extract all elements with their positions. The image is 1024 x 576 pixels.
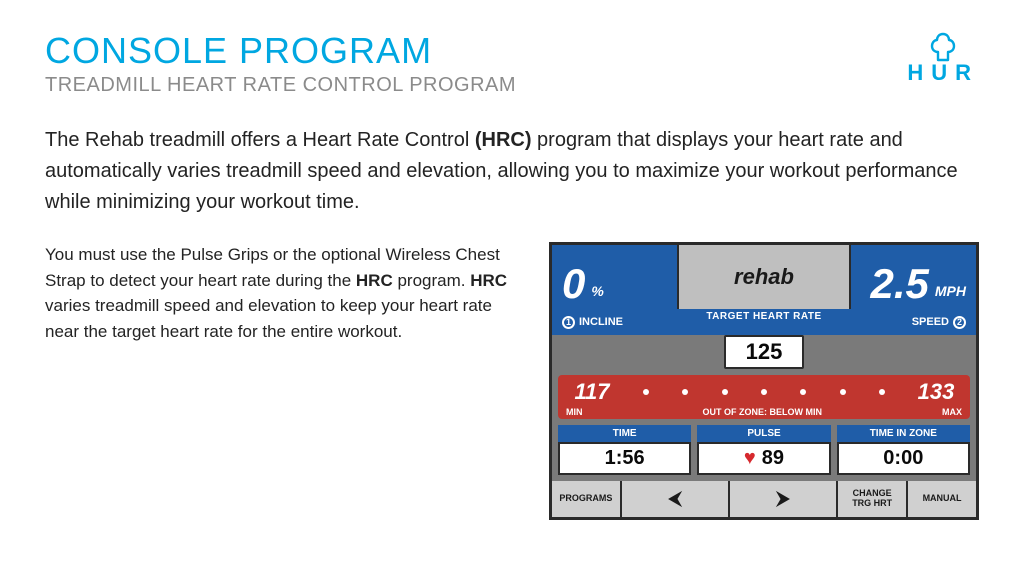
incline-label: INCLINE: [579, 316, 623, 328]
speed-value: 2.5: [870, 263, 928, 305]
manual-button[interactable]: MANUAL: [908, 481, 976, 517]
zone-dot: [800, 389, 806, 395]
brand-logo: HUR: [907, 32, 979, 86]
logo-text: HUR: [907, 60, 979, 86]
stat-label: TIME IN ZONE: [837, 425, 970, 442]
incline-value: 0: [562, 263, 585, 305]
zone-dot: [682, 389, 688, 395]
zone-dot: [722, 389, 728, 395]
zone-dot: [761, 389, 767, 395]
zone-min-label: MIN: [566, 407, 583, 417]
zone-dot: [879, 389, 885, 395]
secondary-paragraph: You must use the Pulse Grips or the opti…: [45, 242, 519, 344]
stat-value: 1:56: [558, 442, 691, 475]
next-button[interactable]: ⮞: [730, 481, 838, 517]
stat-label: PULSE: [697, 425, 830, 442]
speed-unit: MPH: [935, 283, 966, 299]
stat-label: TIME: [558, 425, 691, 442]
intro-paragraph: The Rehab treadmill offers a Heart Rate …: [0, 107, 1024, 218]
zone-status: OUT OF ZONE: BELOW MIN: [703, 407, 823, 417]
zone-max-label: MAX: [942, 407, 962, 417]
stat-block: TIME1:56: [558, 425, 691, 475]
prev-button[interactable]: ⮜: [622, 481, 730, 517]
target-heart-rate-value: 125: [724, 335, 805, 369]
change-target-button[interactable]: CHANGETRG HRT: [838, 481, 908, 517]
logo-icon: [920, 32, 966, 62]
stat-block: TIME IN ZONE0:00: [837, 425, 970, 475]
console-screenshot: 0 % rehab 2.5 MPH 1 INCLINE TARGET HEART …: [549, 242, 979, 520]
speed-badge: 2: [953, 316, 966, 329]
incline-badge: 1: [562, 316, 575, 329]
zone-min-value: 117: [566, 379, 618, 405]
zone-dot: [643, 389, 649, 395]
target-heart-rate-label: TARGET HEART RATE: [677, 309, 851, 335]
programs-button[interactable]: PROGRAMS: [552, 481, 622, 517]
zone-dot: [840, 389, 846, 395]
arrow-left-icon: ⮜: [669, 489, 682, 509]
stat-value: ♥89: [697, 442, 830, 475]
heart-rate-zone: 117 133 MIN OUT OF ZONE: BELOW MIN MAX: [558, 375, 970, 419]
page-title: CONSOLE PROGRAM: [45, 30, 516, 72]
heart-icon: ♥: [744, 447, 756, 469]
arrow-right-icon: ⮞: [777, 489, 790, 509]
console-brand: rehab: [677, 245, 851, 309]
stat-value: 0:00: [837, 442, 970, 475]
zone-max-value: 133: [910, 379, 962, 405]
stat-block: PULSE♥89: [697, 425, 830, 475]
speed-label: SPEED: [912, 316, 949, 328]
incline-unit: %: [591, 283, 603, 299]
page-subtitle: TREADMILL HEART RATE CONTROL PROGRAM: [45, 74, 516, 97]
